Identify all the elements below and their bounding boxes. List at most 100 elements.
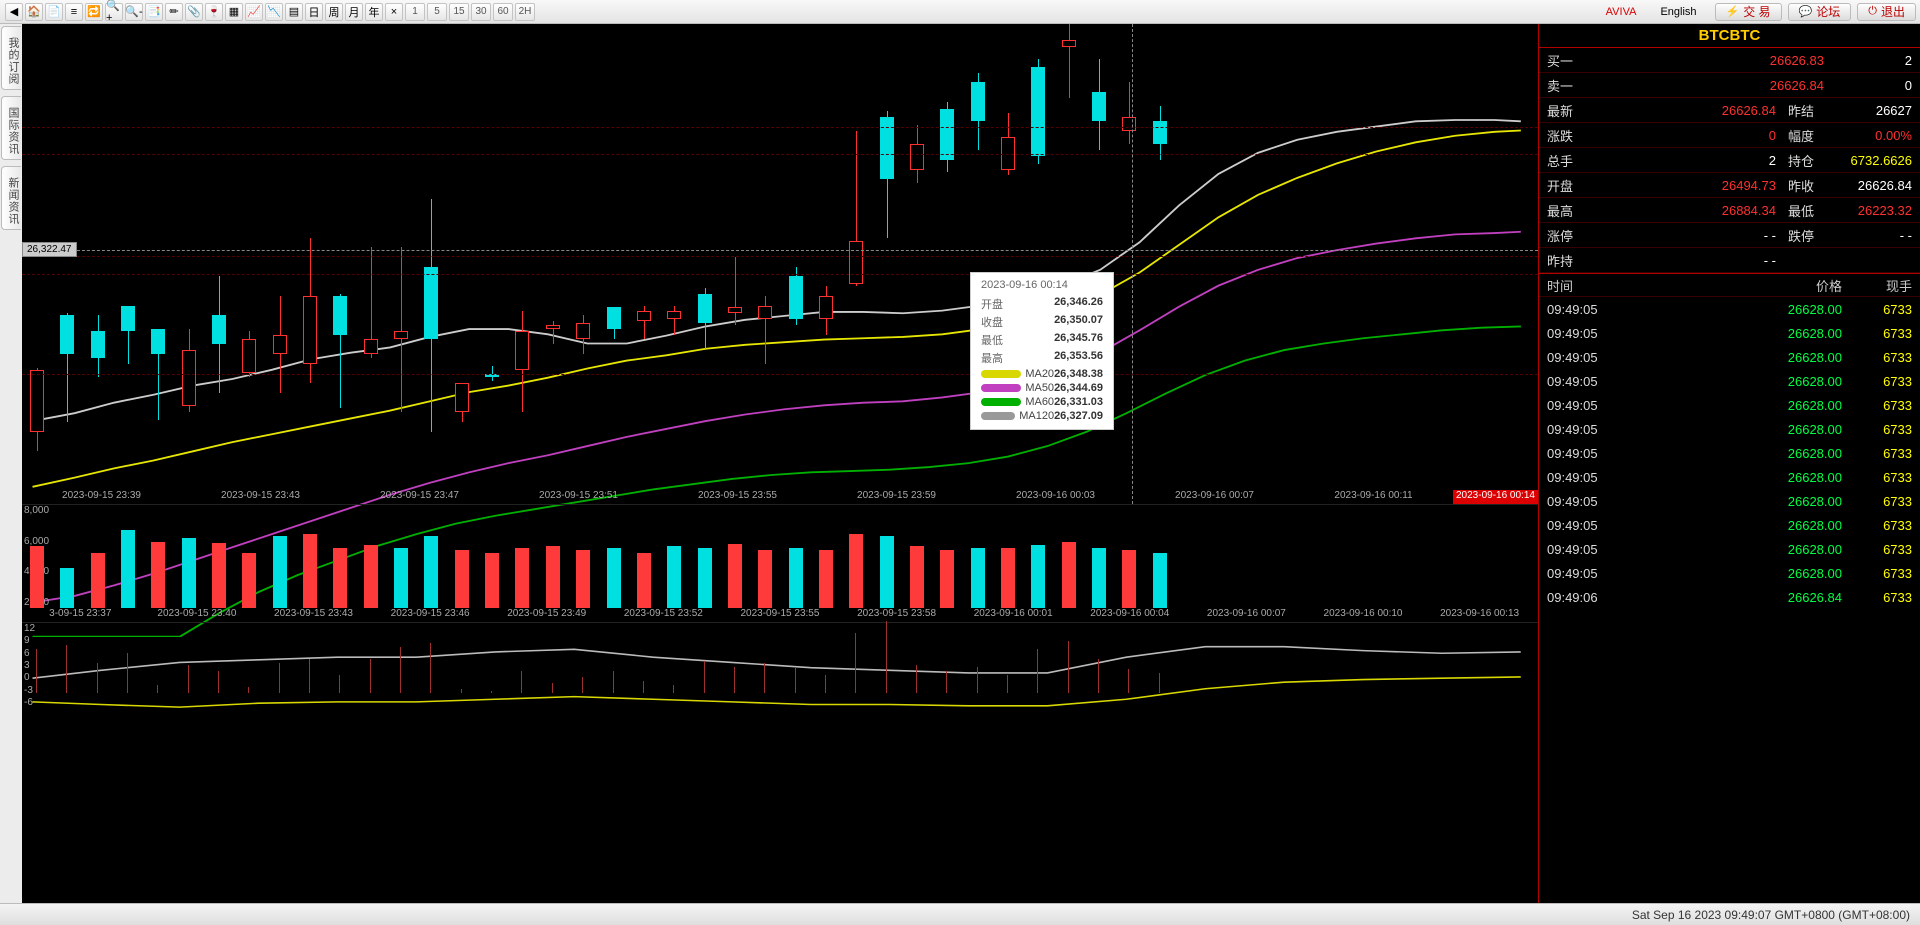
volume-bar <box>212 543 226 608</box>
quote-row: 最新26626.84昨结26627 <box>1539 98 1920 123</box>
tick-row: 09:49:0526628.006733 <box>1539 489 1920 513</box>
chart-tooltip: 2023-09-16 00:14 开盘26,346.26收盘26,350.07最… <box>970 272 1114 430</box>
toolbar-icon-15[interactable]: 日 <box>305 3 323 21</box>
tick-row: 09:49:0526628.006733 <box>1539 441 1920 465</box>
toolbar-icon-8[interactable]: ✏ <box>165 3 183 21</box>
volume-bar <box>485 553 499 608</box>
toolbar-button-1[interactable]: 💬论坛 <box>1788 3 1852 21</box>
quote-row: 买一26626.832 <box>1539 48 1920 73</box>
quote-row: 开盘26494.73昨收26626.84 <box>1539 173 1920 198</box>
symbol-title: BTCBTC <box>1539 24 1920 48</box>
tick-row: 09:49:0526628.006733 <box>1539 465 1920 489</box>
toolbar-icon-25[interactable]: 2H <box>515 3 535 21</box>
toolbar-button-2[interactable]: ⏻退出 <box>1857 3 1916 21</box>
toolbar-icon-20[interactable]: 1 <box>405 3 425 21</box>
toolbar-button-0[interactable]: ⚡交 易 <box>1715 3 1782 21</box>
volume-bar <box>819 550 833 608</box>
volume-bar <box>1153 553 1167 608</box>
toolbar-icon-0[interactable]: ◀ <box>5 3 23 21</box>
tick-row: 09:49:0526628.006733 <box>1539 369 1920 393</box>
quote-panel: BTCBTC 买一26626.832卖一26626.840最新26626.84昨… <box>1538 24 1920 903</box>
volume-bar <box>1001 548 1015 608</box>
tick-row: 09:49:0526628.006733 <box>1539 537 1920 561</box>
toolbar-icon-5[interactable]: 🔍+ <box>105 3 123 21</box>
quote-row: 昨持- - <box>1539 248 1920 273</box>
toolbar-icon-19[interactable]: × <box>385 3 403 21</box>
toolbar-icon-12[interactable]: 📈 <box>245 3 263 21</box>
indicator-pane[interactable]: 129630-3-6 <box>22 622 1538 722</box>
toolbar-icon-17[interactable]: 月 <box>345 3 363 21</box>
toolbar-icon-4[interactable]: 🔁 <box>85 3 103 21</box>
toolbar-icon-13[interactable]: 📉 <box>265 3 283 21</box>
volume-bar <box>607 548 621 608</box>
tick-row: 09:49:0526628.006733 <box>1539 345 1920 369</box>
status-clock: Sat Sep 16 2023 09:49:07 GMT+0800 (GMT+0… <box>1632 908 1910 922</box>
tick-row: 09:49:0526628.006733 <box>1539 321 1920 345</box>
volume-bar <box>880 536 894 608</box>
volume-bar <box>1122 550 1136 608</box>
left-tab-1[interactable]: 国际资讯 <box>1 96 21 160</box>
volume-bar <box>273 536 287 608</box>
volume-bar <box>515 548 529 608</box>
chart-area[interactable]: 26,322.47 2023-09-15 23:392023-09-15 23:… <box>22 24 1538 903</box>
tooltip-time: 2023-09-16 00:14 <box>971 279 1113 295</box>
volume-bar <box>394 548 408 608</box>
tick-header: 时间价格现手 <box>1539 273 1920 297</box>
left-tab-0[interactable]: 我的订阅 <box>1 26 21 90</box>
toolbar-icon-2[interactable]: 📄 <box>45 3 63 21</box>
volume-bar <box>364 545 378 608</box>
toolbar-icon-22[interactable]: 15 <box>449 3 469 21</box>
status-bar: Sat Sep 16 2023 09:49:07 GMT+0800 (GMT+0… <box>0 903 1920 925</box>
volume-bar <box>424 536 438 608</box>
tick-row: 09:49:0526628.006733 <box>1539 417 1920 441</box>
volume-bar <box>789 548 803 608</box>
tick-row: 09:49:0526628.006733 <box>1539 561 1920 585</box>
toolbar-icon-3[interactable]: ≡ <box>65 3 83 21</box>
toolbar-icon-10[interactable]: 🍷 <box>205 3 223 21</box>
volume-bar <box>576 550 590 608</box>
volume-bar <box>303 534 317 608</box>
language-switch[interactable]: English <box>1660 6 1696 18</box>
volume-bar <box>728 544 742 608</box>
crosshair-horizontal <box>22 250 1538 251</box>
volume-bar <box>182 538 196 608</box>
broker-name[interactable]: AVIVA <box>1606 6 1637 18</box>
toolbar-icon-23[interactable]: 30 <box>471 3 491 21</box>
volume-bar <box>698 548 712 608</box>
volume-bar <box>333 548 347 608</box>
quote-row: 涨停- -跌停- - <box>1539 223 1920 248</box>
toolbar-icon-7[interactable]: 📑 <box>145 3 163 21</box>
volume-bar <box>121 530 135 608</box>
quote-row: 最高26884.34最低26223.32 <box>1539 198 1920 223</box>
toolbar-icon-16[interactable]: 周 <box>325 3 343 21</box>
toolbar-icon-18[interactable]: 年 <box>365 3 383 21</box>
volume-bar <box>849 534 863 608</box>
candlestick-pane[interactable]: 26,322.47 2023-09-15 23:392023-09-15 23:… <box>22 24 1538 504</box>
toolbar-icon-9[interactable]: 📎 <box>185 3 203 21</box>
volume-bar <box>455 550 469 608</box>
toolbar-icon-1[interactable]: 🏠 <box>25 3 43 21</box>
volume-bar <box>91 553 105 608</box>
volume-bar <box>758 550 772 608</box>
tick-row: 09:49:0526628.006733 <box>1539 297 1920 321</box>
tick-row: 09:49:0526628.006733 <box>1539 393 1920 417</box>
tick-row: 09:49:0526628.006733 <box>1539 513 1920 537</box>
quote-row: 卖一26626.840 <box>1539 73 1920 98</box>
toolbar-icon-14[interactable]: ▤ <box>285 3 303 21</box>
toolbar-icon-6[interactable]: 🔍- <box>125 3 143 21</box>
left-vertical-tabs: 我的订阅国际资讯新闻资讯 <box>0 24 22 903</box>
volume-bar <box>546 546 560 608</box>
toolbar-icon-21[interactable]: 5 <box>427 3 447 21</box>
crosshair-vertical <box>1132 24 1133 504</box>
left-tab-2[interactable]: 新闻资讯 <box>1 166 21 230</box>
volume-bar <box>151 542 165 608</box>
volume-pane[interactable]: 8,0006,0004,0002,000 3-09-15 23:372023-0… <box>22 504 1538 622</box>
volume-bar <box>940 550 954 608</box>
toolbar-icon-24[interactable]: 60 <box>493 3 513 21</box>
toolbar-icon-11[interactable]: ▦ <box>225 3 243 21</box>
top-toolbar: ◀🏠📄≡🔁🔍+🔍-📑✏📎🍷▦📈📉▤日周月年×151530602H AVIVA E… <box>0 0 1920 24</box>
volume-bar <box>1092 548 1106 608</box>
volume-bar <box>1031 545 1045 608</box>
crosshair-price-tag: 26,322.47 <box>22 242 77 257</box>
tick-row: 09:49:0626626.846733 <box>1539 585 1920 609</box>
